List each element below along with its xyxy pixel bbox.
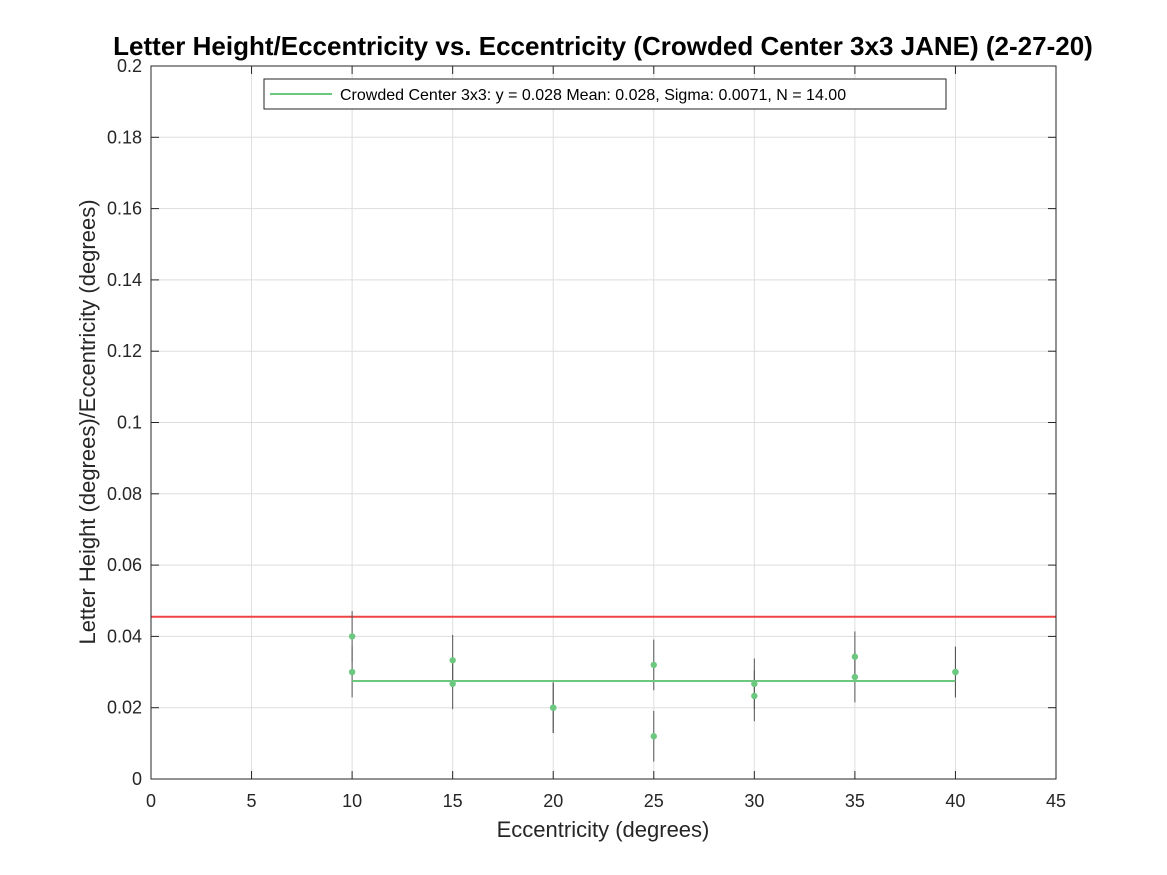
legend: Crowded Center 3x3: y = 0.028 Mean: 0.02… [263,78,947,110]
chart-title: Letter Height/Eccentricity vs. Eccentric… [113,31,1093,61]
x-tick-label: 15 [443,791,463,811]
data-point [449,657,456,664]
x-tick-label: 40 [945,791,965,811]
y-tick-label: 0.2 [117,56,142,76]
data-point [851,673,859,681]
data-point [952,668,959,676]
x-tick-label: 25 [644,791,664,811]
data-point [851,653,859,660]
y-tick-label: 0.04 [107,626,142,646]
y-tick-label: 0 [132,769,142,789]
y-tick-label: 0.06 [107,555,142,575]
grid-lines [150,65,1057,780]
x-tick-label: 35 [845,791,865,811]
data-point [550,704,557,711]
y-tick-label: 0.18 [107,127,142,147]
y-tick-label: 0.1 [117,413,142,433]
data-point [348,633,356,640]
y-tick-label: 0.02 [107,698,142,718]
data-point [348,668,356,676]
data-point [751,680,758,688]
legend-entry: Crowded Center 3x3: y = 0.028 Mean: 0.02… [340,87,846,104]
y-tick-label: 0.14 [107,270,142,290]
x-axis-label: Eccentricity (degrees) [497,817,710,842]
y-axis-label: Letter Height (degrees)/Eccentricity (de… [75,199,100,644]
x-tick-label: 30 [744,791,764,811]
x-tick-label: 45 [1046,791,1066,811]
data-point [650,733,657,740]
data-point [449,680,456,688]
data-point [751,692,758,700]
data-point [650,661,657,669]
x-tick-label: 0 [146,791,156,811]
x-tick-label: 20 [543,791,563,811]
data-marks [348,611,959,762]
y-tick-label: 0.16 [107,199,142,219]
x-tick-label: 5 [247,791,257,811]
x-tick-label: 10 [342,791,362,811]
y-tick-label: 0.08 [107,484,142,504]
axis-ticks: 0 5 10 15 20 25 30 35 40 45 0 0.02 0.04 0.06 0.08 0.1 0.… [107,56,1066,811]
legend-box [263,78,947,110]
y-tick-label: 0.12 [107,341,142,361]
